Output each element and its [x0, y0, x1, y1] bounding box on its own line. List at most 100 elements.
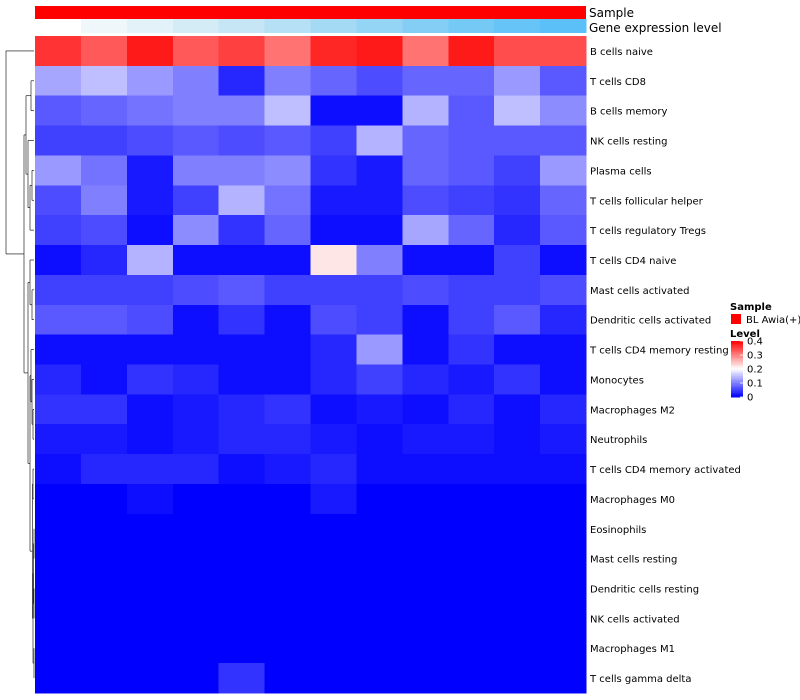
heatmap-cell [540, 274, 587, 306]
heatmap-cell [540, 543, 587, 575]
heatmap-cell [310, 95, 357, 127]
heatmap-cell [356, 364, 403, 395]
heatmap-cell [264, 215, 311, 246]
heatmap-cell [494, 424, 541, 455]
heatmap-cell [126, 454, 174, 485]
heatmap-cell [264, 633, 311, 664]
legend-gradient-step [731, 363, 743, 366]
row-label: Dendritic cells activated [590, 316, 711, 327]
heatmap-cell [172, 245, 220, 276]
heatmap-cell [35, 245, 82, 276]
legend-gradient-step [731, 348, 743, 350]
heatmap-cell [402, 95, 449, 127]
heatmap-cell [540, 65, 587, 97]
heatmap-cell [494, 543, 541, 575]
heatmap-cell [448, 215, 495, 246]
heatmap-cell [80, 573, 128, 604]
heatmap-cell [494, 245, 541, 276]
heatmap-cell [80, 304, 128, 336]
heatmap-cell [448, 394, 495, 425]
heatmap-cell [264, 543, 311, 575]
gene-expression-level-cell [494, 19, 541, 33]
heatmap-cell [126, 543, 174, 575]
sample-annotation-bar [35, 6, 586, 19]
heatmap-cell [356, 65, 403, 97]
heatmap-cell [172, 155, 220, 186]
heatmap-cell [448, 334, 495, 365]
heatmap-cell [264, 334, 311, 365]
heatmap-cell [402, 483, 449, 515]
legend-gradient-step [731, 370, 743, 373]
heatmap-cell [264, 36, 311, 67]
heatmap-cell [494, 513, 541, 545]
legend-gradient-step [731, 345, 743, 347]
heatmap-cell [126, 36, 174, 67]
heatmap-cell [35, 483, 82, 515]
heatmap-cell [310, 245, 357, 276]
heatmap-cell [264, 603, 311, 634]
heatmap-cell [126, 274, 174, 306]
heatmap-cell [448, 65, 495, 97]
heatmap-cell [172, 424, 220, 455]
legend-gradient-step [731, 390, 743, 392]
heatmap-cell [402, 424, 449, 455]
legend-sample-entry: BL Awia(+) [746, 315, 800, 326]
heatmap-cell [264, 125, 311, 156]
heatmap-cell [218, 185, 266, 216]
heatmap-cell [540, 573, 587, 604]
heatmap-cell [264, 394, 311, 425]
row-label: NK cells resting [590, 137, 667, 148]
heatmap-cell [35, 274, 82, 306]
row-label: Mast cells activated [590, 286, 689, 297]
heatmap-cell [218, 543, 266, 575]
heatmap-cell [35, 573, 82, 604]
heatmap-cell [448, 543, 495, 575]
heatmap-cell [172, 364, 220, 395]
heatmap-cell [494, 663, 541, 694]
heatmap-cell [264, 483, 311, 515]
heatmap-cell [80, 663, 128, 694]
heatmap-cell [35, 543, 82, 575]
legend-gradient-step [731, 343, 743, 346]
heatmap-cell [494, 155, 541, 186]
legend-gradient-step [731, 388, 743, 391]
heatmap-cell [264, 304, 311, 336]
heatmap-cell [264, 663, 311, 694]
heatmap-cell [126, 185, 174, 216]
heatmap-cell [402, 364, 449, 395]
heatmap-cell [448, 364, 495, 395]
heatmap-cell [80, 36, 128, 67]
heatmap-cell [35, 663, 82, 694]
heatmap-cell [540, 603, 587, 634]
legend-gradient-step [731, 385, 743, 388]
heatmap-cell [126, 603, 174, 634]
heatmap-cell [80, 364, 128, 395]
heatmap-cell [35, 364, 82, 395]
heatmap-cell [218, 95, 266, 127]
heatmap-cell [126, 424, 174, 455]
row-label: Plasma cells [590, 166, 652, 177]
heatmap-cell [264, 573, 311, 604]
heatmap-cell [310, 513, 357, 545]
heatmap-cell [540, 454, 587, 485]
heatmap-cell [80, 125, 128, 156]
heatmap-cell [80, 424, 128, 455]
heatmap-cell [172, 274, 220, 306]
heatmap-cell [402, 245, 449, 276]
legend-gradient-step [731, 359, 743, 361]
heatmap-cell [80, 95, 128, 127]
gene-expression-level-cell [218, 19, 266, 33]
heatmap-cell [172, 483, 220, 515]
heatmap-cell [80, 513, 128, 545]
heatmap-cell [540, 185, 587, 216]
heatmap-cell [448, 125, 495, 156]
heatmap-cell [494, 483, 541, 515]
heatmap-cell [126, 65, 174, 97]
heatmap-cell [218, 663, 266, 694]
legend-gradient-step [731, 360, 743, 363]
row-label: T cells CD8 [589, 77, 646, 88]
heatmap-cell [402, 155, 449, 186]
row-label: Eosinophils [590, 525, 646, 536]
heatmap-cell [356, 185, 403, 216]
